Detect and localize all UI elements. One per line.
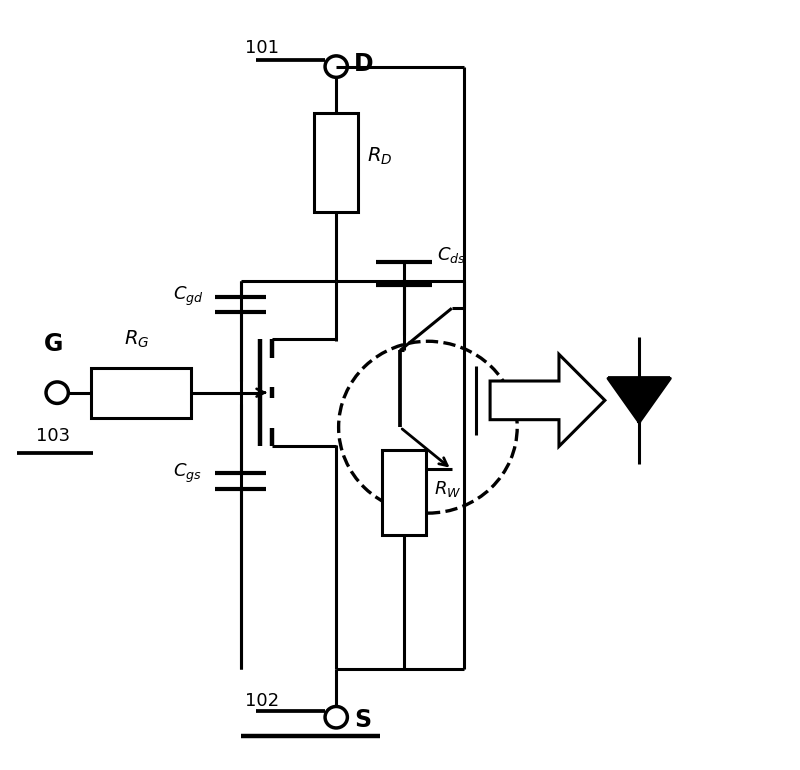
Text: S: S bbox=[354, 708, 371, 731]
Text: 101: 101 bbox=[245, 39, 278, 58]
Bar bbox=[91, 368, 190, 417]
Text: 103: 103 bbox=[36, 427, 70, 445]
Text: $R_W$: $R_W$ bbox=[434, 479, 462, 499]
Text: 102: 102 bbox=[245, 691, 278, 709]
Text: $C_{ds}$: $C_{ds}$ bbox=[438, 245, 466, 265]
Text: $R_G$: $R_G$ bbox=[124, 330, 150, 350]
Polygon shape bbox=[490, 354, 605, 447]
Text: $R_D$: $R_D$ bbox=[366, 146, 392, 167]
Bar bbox=[314, 112, 358, 213]
Text: D: D bbox=[354, 52, 374, 76]
Text: G: G bbox=[43, 332, 63, 356]
Bar bbox=[382, 450, 426, 534]
Polygon shape bbox=[608, 378, 670, 422]
Text: $C_{gs}$: $C_{gs}$ bbox=[173, 462, 202, 485]
Text: $C_{gd}$: $C_{gd}$ bbox=[173, 285, 203, 308]
